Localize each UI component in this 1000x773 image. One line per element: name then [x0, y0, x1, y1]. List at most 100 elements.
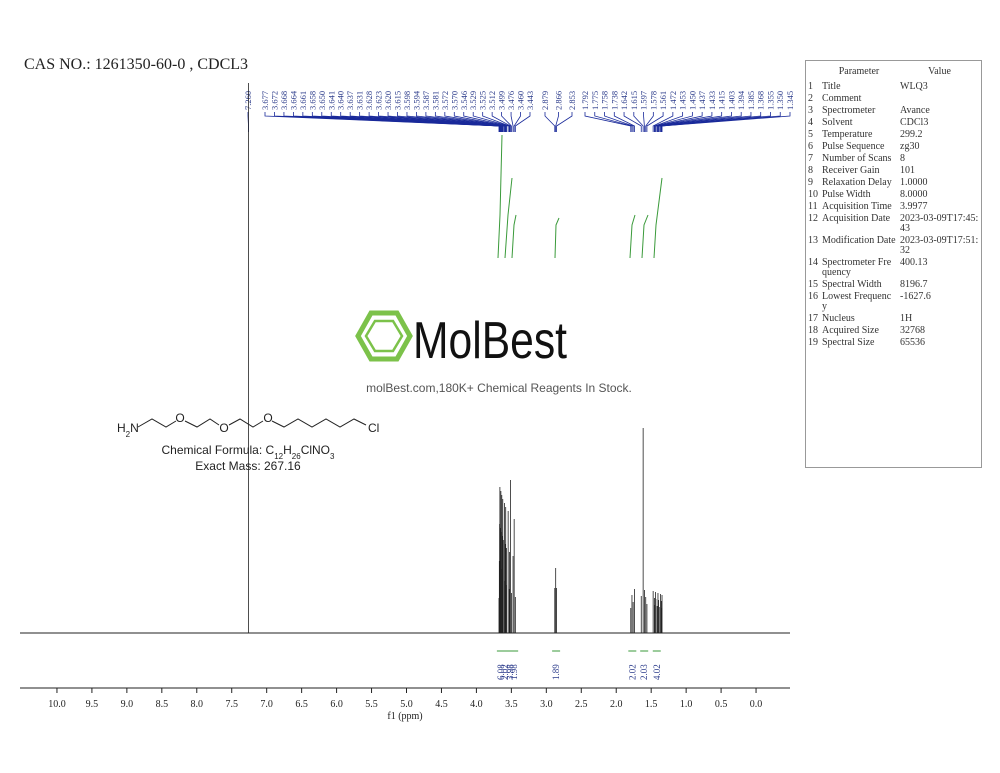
- x-tick-label: 3.5: [505, 699, 518, 710]
- peak-label: 3.594: [411, 90, 421, 110]
- x-tick-label: 8.5: [156, 699, 169, 710]
- text-part: H: [283, 443, 292, 457]
- cell: 8.0000: [900, 189, 928, 200]
- cell: 4: [808, 117, 813, 128]
- x-tick-label: 1.0: [680, 699, 693, 710]
- peak-label: 3.677: [260, 91, 270, 110]
- cell: 17: [808, 313, 818, 324]
- peak-label: 1.775: [590, 91, 600, 110]
- cell: Title: [822, 81, 841, 92]
- peak-connector: [660, 112, 762, 132]
- peak-label: 1.385: [746, 91, 756, 110]
- text-part: 26: [292, 452, 301, 461]
- integral-label: 4.02: [652, 664, 662, 680]
- peak-label: 3.623: [374, 91, 384, 110]
- parameter-row: 3 Spectrometer Avance: [806, 105, 981, 117]
- integral-label: 2.02: [500, 664, 510, 680]
- brand: MolBest: [413, 312, 567, 370]
- cell: 32768: [900, 325, 925, 336]
- tagline: molBest.com,180K+ Chemical Reagents In S…: [366, 381, 632, 395]
- peak-label: 2.866: [554, 91, 564, 110]
- parameter-row: 17 Nucleus 1H: [806, 313, 981, 325]
- cell: Pulse Width: [822, 189, 871, 200]
- peak-connector: [482, 112, 511, 132]
- peak-label: 1.450: [687, 91, 697, 110]
- peak-connector: [544, 112, 556, 132]
- parameter-row: 13 Modification Date 2023-03-09T17:51:32: [806, 235, 981, 257]
- x-tick-label: 5.0: [400, 699, 413, 710]
- cell: Spectrometer: [822, 105, 876, 116]
- peak-connector: [657, 112, 732, 132]
- parameter-row: 10 Pulse Width 8.0000: [806, 189, 981, 201]
- peak-label: 1.345: [785, 91, 795, 110]
- formula: Chemical Formula: C12H26ClNO3: [162, 443, 336, 461]
- peak-connector: [633, 112, 644, 132]
- cell: 299.2: [900, 129, 923, 140]
- peak-connector: [658, 112, 752, 132]
- cell: Modification Date: [822, 235, 896, 246]
- peak-connector: [658, 112, 742, 132]
- x-axis-label: f1 (ppm): [387, 711, 422, 722]
- peak-label: 1.561: [658, 91, 668, 110]
- cell: Relaxation Delay: [822, 177, 892, 188]
- oxygen-label: O: [175, 411, 184, 425]
- cell: -1627.6: [900, 291, 931, 302]
- text-part: H: [117, 421, 126, 435]
- bond: [137, 418, 177, 428]
- cell: Solvent: [822, 117, 853, 128]
- peak-connector: [646, 112, 664, 132]
- peak-label: 3.640: [336, 91, 346, 110]
- x-tick-label: 4.5: [435, 699, 448, 710]
- cell: [806, 61, 820, 81]
- peak-connector: [501, 112, 512, 132]
- peak-label: 1.355: [765, 91, 775, 110]
- x-tick-label: 0.5: [715, 699, 728, 710]
- cell: 13: [808, 235, 818, 246]
- parameter-row: 2 Comment: [806, 93, 981, 105]
- x-tick-label: 5.5: [365, 699, 378, 710]
- cell: zg30: [900, 141, 920, 152]
- peak-connector: [594, 112, 633, 132]
- peak-label: 3.570: [449, 91, 459, 110]
- cell: Pulse Sequence: [822, 141, 885, 152]
- text-part: 3: [330, 452, 335, 461]
- cell: 14: [808, 257, 818, 268]
- parameter-row: 8 Receiver Gain 101: [806, 165, 981, 177]
- integral-label: 1.89: [551, 664, 561, 680]
- peak-connector: [654, 112, 693, 132]
- peak-connector: [556, 112, 573, 132]
- peak-label: 3.641: [326, 91, 336, 110]
- peak-label: 3.628: [364, 91, 374, 110]
- x-tick-label: 7.0: [260, 699, 273, 710]
- peak-label: 3.512: [487, 91, 497, 110]
- peak-connector: [643, 112, 645, 132]
- cell: 5: [808, 129, 813, 140]
- peak-label: 3.615: [393, 91, 403, 110]
- cell: WLQ3: [900, 81, 928, 92]
- integral-label: 2.02: [627, 664, 637, 680]
- x-tick-label: 7.5: [225, 699, 238, 710]
- text-part: Chemical Formula: C: [162, 443, 275, 457]
- cell: Spectral Width: [822, 279, 882, 290]
- peak-label: 1.642: [619, 91, 629, 110]
- header-cell: Parameter: [838, 66, 880, 77]
- parameter-row: 5 Temperature 299.2: [806, 129, 981, 141]
- bond: [228, 418, 264, 428]
- cell: CDCl3: [900, 117, 929, 128]
- peak-label: 3.476: [506, 91, 516, 110]
- peak-connector: [584, 112, 632, 132]
- peak-connector: [434, 112, 507, 132]
- cell: 1.0000: [900, 177, 928, 188]
- cell: Nucleus: [822, 313, 855, 324]
- peak-label: 3.620: [383, 91, 393, 110]
- parameter-row: 9 Relaxation Delay 1.0000: [806, 177, 981, 189]
- integral-label: 1.98: [509, 664, 519, 680]
- cell: 18: [808, 325, 818, 336]
- oxygen-label: O: [219, 421, 228, 435]
- x-tick-label: 0.0: [750, 699, 763, 710]
- peak-label: 3.525: [478, 91, 488, 110]
- parameter-row: 14 Spectrometer Frequency 400.13: [806, 257, 981, 279]
- peak-connector: [397, 112, 504, 132]
- peak-label: 3.650: [317, 91, 327, 110]
- peak-connector: [645, 112, 654, 132]
